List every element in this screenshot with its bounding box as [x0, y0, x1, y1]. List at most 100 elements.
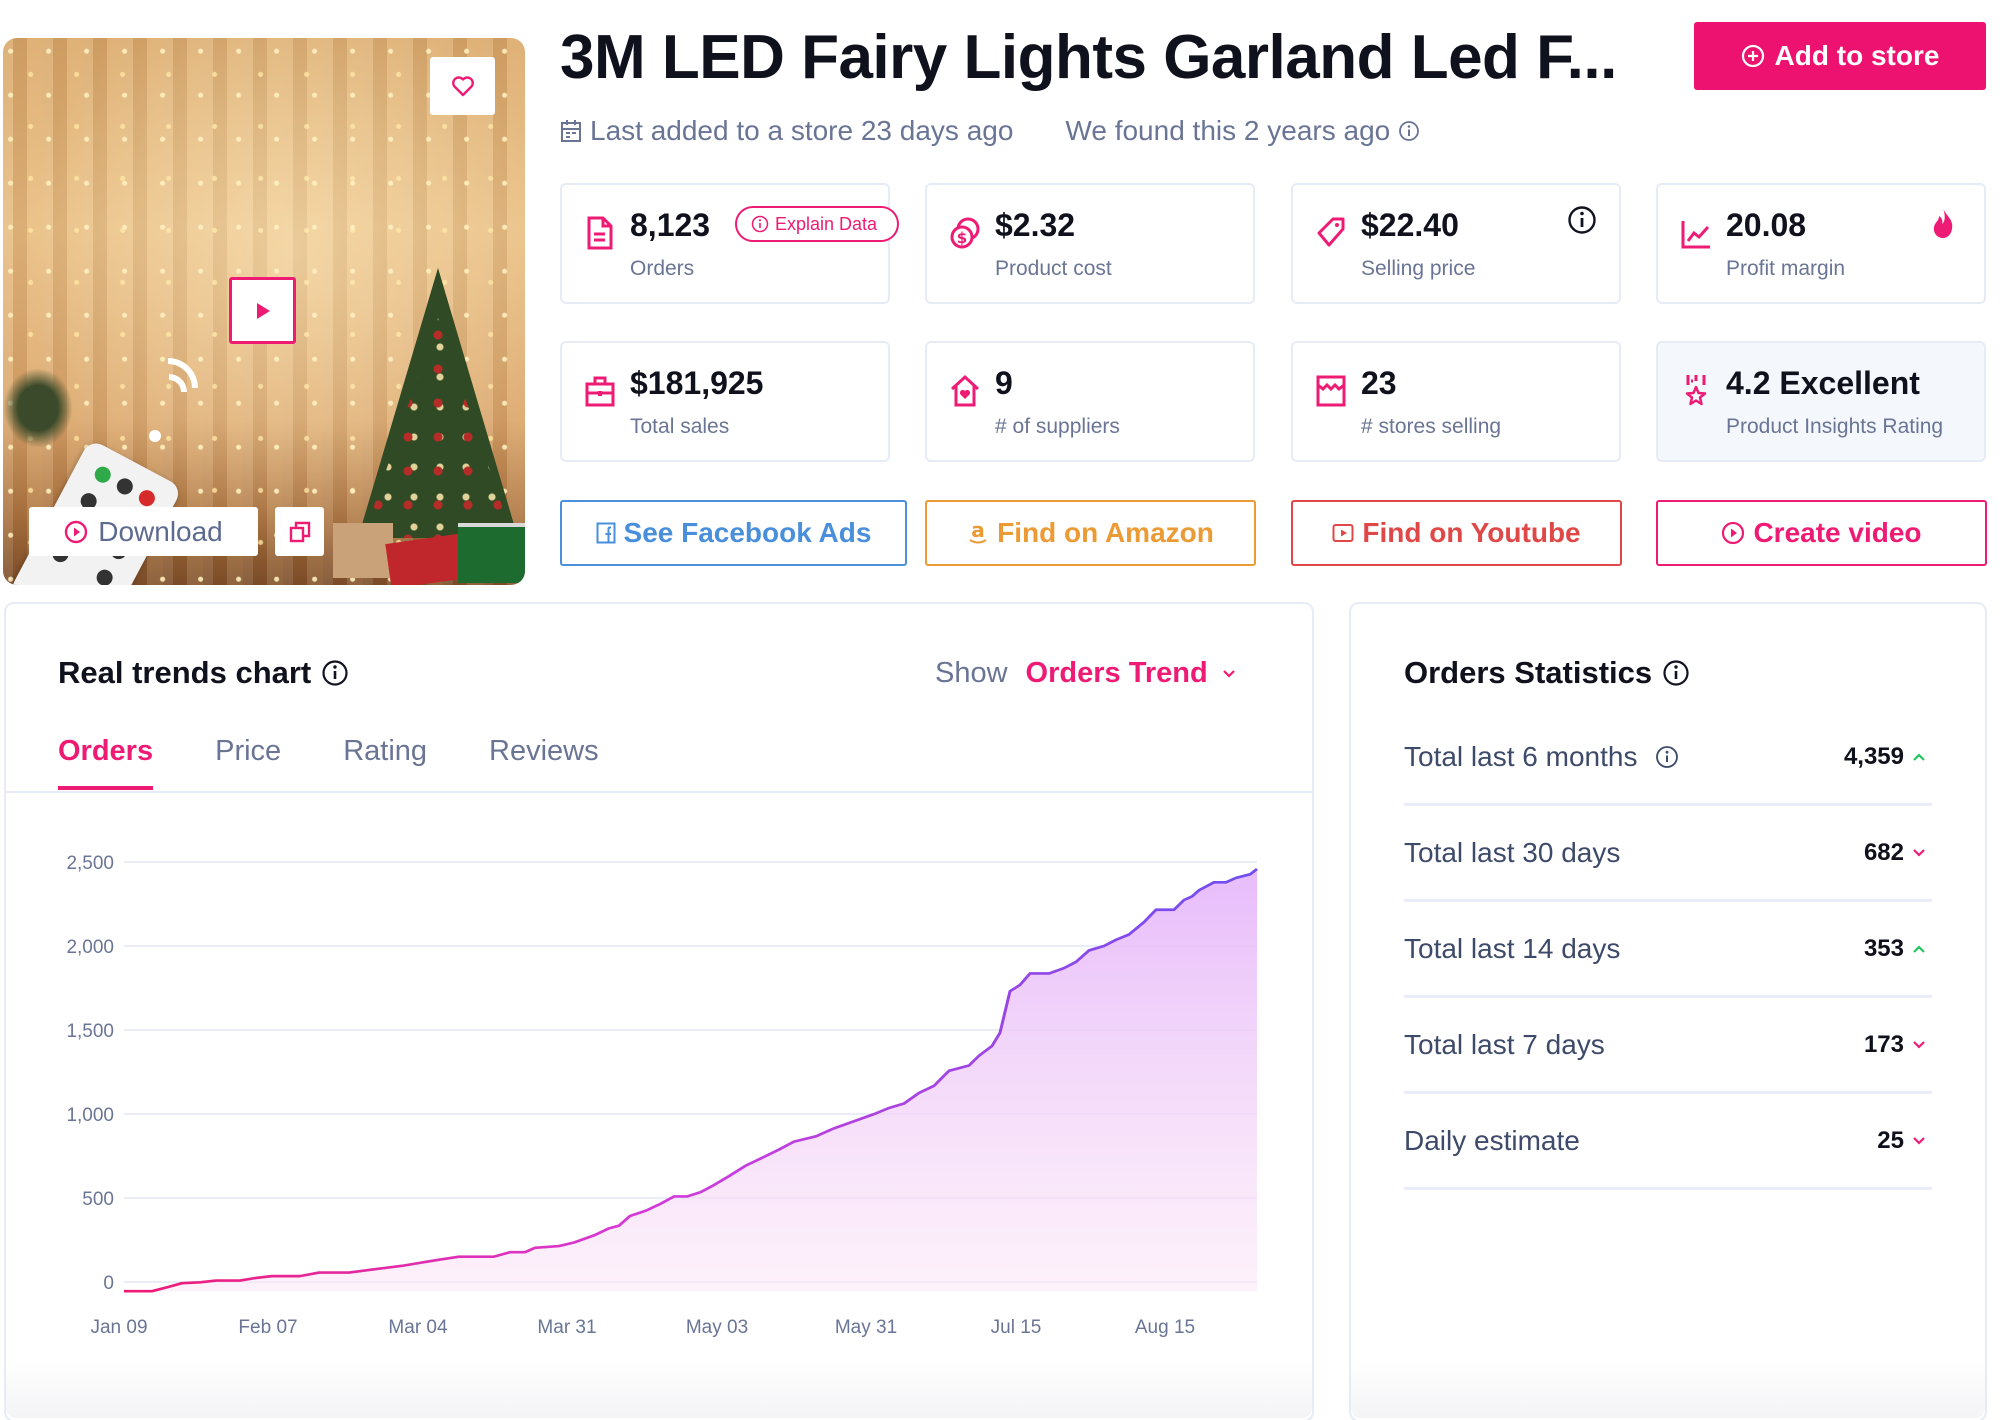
profit-margin-label: Profit margin — [1726, 257, 1846, 280]
orders-statistics-title-text: Orders Statistics — [1404, 655, 1653, 690]
stat-card-total-sales: $181,925 Total sales — [560, 341, 890, 462]
stat-row-label: Daily estimate — [1404, 1124, 1580, 1156]
orders-trend-chart: 2,500 2,000 1,500 1,000 500 0 Jan 09 Feb… — [66, 853, 1258, 1338]
find-on-youtube-label: Find on Youtube — [1362, 517, 1581, 548]
explain-data-button[interactable]: Explain Data — [735, 206, 900, 242]
rating-label: Product Insights Rating — [1726, 415, 1944, 438]
stat-row-label: Total last 14 days — [1404, 932, 1621, 964]
x-tick: Aug 15 — [1135, 1317, 1195, 1338]
home-heart-icon — [950, 374, 980, 407]
tab-reviews[interactable]: Reviews — [489, 735, 599, 767]
y-tick: 2,000 — [66, 937, 114, 958]
y-tick: 1,500 — [66, 1021, 114, 1042]
stat-row-30-days: Total last 30 days 682 — [1404, 806, 1932, 902]
facebook-icon — [596, 522, 616, 544]
favorite-button[interactable] — [430, 57, 495, 115]
real-trends-title: Real trends chart — [58, 655, 349, 691]
add-to-store-button[interactable]: Add to store — [1694, 22, 1986, 90]
stat-row-value: 173 — [1863, 1030, 1904, 1058]
award-star-icon — [1685, 375, 1707, 406]
info-icon[interactable] — [1567, 205, 1597, 235]
info-icon[interactable] — [1398, 120, 1420, 142]
x-tick: May 31 — [835, 1317, 897, 1338]
show-label: Show — [935, 657, 1008, 689]
see-facebook-ads-button[interactable]: See Facebook Ads — [560, 500, 907, 566]
find-on-youtube-button[interactable]: Find on Youtube — [1291, 500, 1622, 566]
orders-statistics-panel — [1349, 602, 1987, 1420]
find-on-amazon-label: Find on Amazon — [997, 517, 1214, 548]
tab-rating[interactable]: Rating — [343, 735, 428, 767]
create-video-label: Create video — [1753, 517, 1922, 548]
x-tick: Jul 15 — [991, 1317, 1042, 1338]
stat-card-suppliers: 9 # of suppliers — [925, 341, 1255, 462]
stat-row-value: 353 — [1863, 934, 1904, 962]
play-video-button[interactable] — [229, 277, 296, 344]
stat-card-selling-price: $22.40 Selling price — [1291, 183, 1621, 304]
stat-row-value-wrap: 25 — [1877, 1127, 1932, 1155]
youtube-icon — [1332, 524, 1354, 542]
svg-text:a: a — [971, 520, 985, 542]
stat-card-rating: 4.2 Excellent Product Insights Rating — [1656, 341, 1986, 462]
x-tick: Mar 31 — [537, 1317, 596, 1338]
find-on-amazon-button[interactable]: a Find on Amazon — [925, 500, 1256, 566]
selling-price-label: Selling price — [1361, 257, 1476, 280]
rating-value: 4.2 Excellent — [1726, 365, 1920, 401]
suppliers-value: 9 — [995, 365, 1013, 401]
trend-up-icon — [1913, 944, 1925, 953]
stat-card-orders: 8,123 Orders Explain Data — [560, 183, 900, 304]
last-added-text: Last added to a store 23 days ago — [590, 115, 1014, 146]
trend-selector: Show Orders Trend — [935, 657, 1236, 690]
found-text: We found this 2 years ago — [1065, 115, 1391, 146]
store-icon — [1316, 375, 1346, 407]
heart-icon — [451, 76, 474, 97]
play-circle-icon — [1722, 521, 1745, 545]
add-to-store-label: Add to store — [1774, 40, 1940, 71]
real-trends-title-text: Real trends chart — [58, 655, 312, 690]
chart-tabs: Orders Price Rating Reviews — [58, 735, 599, 790]
tab-orders[interactable]: Orders — [58, 735, 154, 790]
panel-bottom-fade — [6, 1360, 1312, 1418]
orders-statistics-title: Orders Statistics — [1404, 655, 1690, 691]
tabs-divider — [6, 791, 1312, 793]
stat-row-value: 4,359 — [1843, 742, 1904, 770]
stat-row-label-wrap: Total last 6 months — [1404, 741, 1679, 773]
explain-data-label: Explain Data — [775, 213, 878, 234]
stat-row-value-wrap: 682 — [1864, 839, 1932, 867]
amazon-icon: a — [969, 520, 987, 544]
x-tick: Jan 09 — [90, 1317, 147, 1338]
stat-row-daily-estimate: Daily estimate 25 — [1404, 1094, 1932, 1190]
stores-selling-value: 23 — [1361, 365, 1397, 401]
fire-icon — [1933, 208, 1953, 238]
x-tick: Mar 04 — [388, 1317, 448, 1338]
x-tick: May 03 — [686, 1317, 748, 1338]
info-icon[interactable] — [1662, 659, 1690, 687]
info-icon[interactable] — [321, 659, 349, 687]
stat-row-value: 682 — [1863, 838, 1904, 866]
chevron-down-icon — [1222, 669, 1235, 678]
download-button[interactable]: Download — [29, 507, 258, 556]
tab-price[interactable]: Price — [215, 735, 282, 767]
trend-dropdown[interactable]: Orders Trend — [1026, 657, 1236, 690]
stat-card-stores-selling: 23 # stores selling — [1291, 341, 1621, 462]
plus-circle-icon — [1741, 44, 1764, 68]
orders-value: 8,123 — [630, 207, 711, 243]
trend-down-icon — [1913, 1136, 1925, 1145]
product-title: 3M LED Fairy Lights Garland Led F... — [560, 23, 1617, 92]
selling-price-value: $22.40 — [1361, 207, 1459, 243]
orders-label: Orders — [630, 257, 695, 280]
info-icon[interactable] — [1655, 745, 1679, 769]
y-tick: 2,500 — [66, 853, 114, 874]
product-cost-label: Product cost — [995, 257, 1112, 280]
info-icon — [751, 215, 769, 233]
gift-box — [333, 523, 393, 578]
see-facebook-ads-label: See Facebook Ads — [623, 517, 872, 548]
product-cost-value: $2.32 — [995, 207, 1076, 243]
trend-down-icon — [1913, 848, 1925, 857]
create-video-button[interactable]: Create video — [1656, 500, 1987, 566]
copy-button[interactable] — [275, 507, 324, 556]
trend-dropdown-value: Orders Trend — [1025, 657, 1208, 689]
stat-row-value-wrap: 353 — [1864, 935, 1932, 963]
price-tag-icon — [1317, 217, 1345, 247]
stat-row-value-wrap: 173 — [1864, 1031, 1932, 1059]
trend-up-icon — [1913, 752, 1925, 761]
